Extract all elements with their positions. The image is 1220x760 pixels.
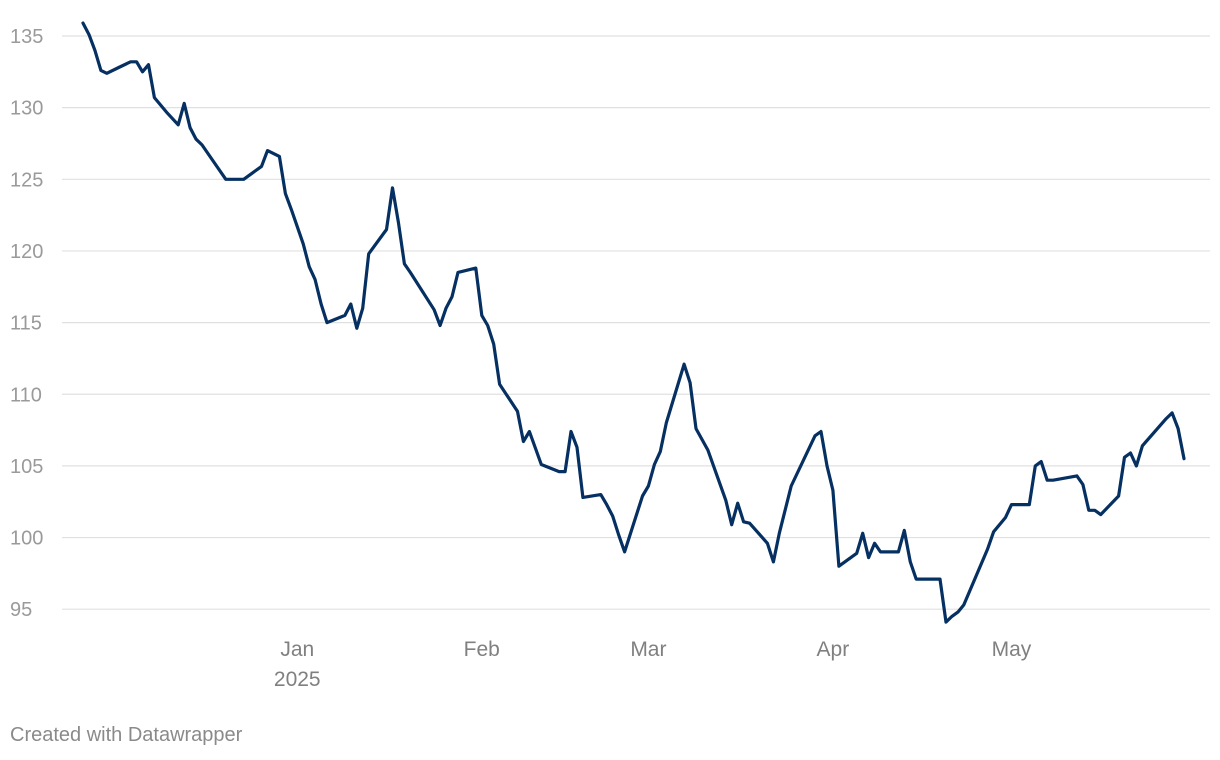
x-tick-sublabel-2025: 2025 [274,668,321,691]
y-tick-label-110: 110 [10,384,42,406]
x-tick-label-jan: Jan [280,638,314,661]
x-axis-ticks: Jan 2025 Feb Mar Apr May [274,638,1032,691]
y-tick-label-95: 95 [10,599,32,621]
datawrapper-credit: Created with Datawrapper [10,724,243,746]
x-tick-label-mar: Mar [630,638,666,661]
y-tick-label-115: 115 [10,313,42,335]
y-tick-label-130: 130 [10,98,43,120]
y-tick-label-100: 100 [10,528,43,550]
y-tick-label-105: 105 [10,456,43,478]
line-chart: 95 100 105 110 115 120 125 130 135 Jan 2025 Feb Mar… [10,21,1210,691]
x-tick-label-may: May [992,638,1032,661]
x-tick-label-apr: Apr [817,638,850,661]
series-layer [81,21,1186,624]
x-tick-label-feb: Feb [464,638,500,661]
series-line-0 [81,21,1186,624]
y-tick-label-120: 120 [10,241,43,263]
grid-lines [62,35,1210,610]
y-tick-label-125: 125 [10,169,43,191]
y-tick-label-135: 135 [10,26,43,48]
y-axis-ticks: 95 100 105 110 115 120 125 130 135 [10,26,43,621]
